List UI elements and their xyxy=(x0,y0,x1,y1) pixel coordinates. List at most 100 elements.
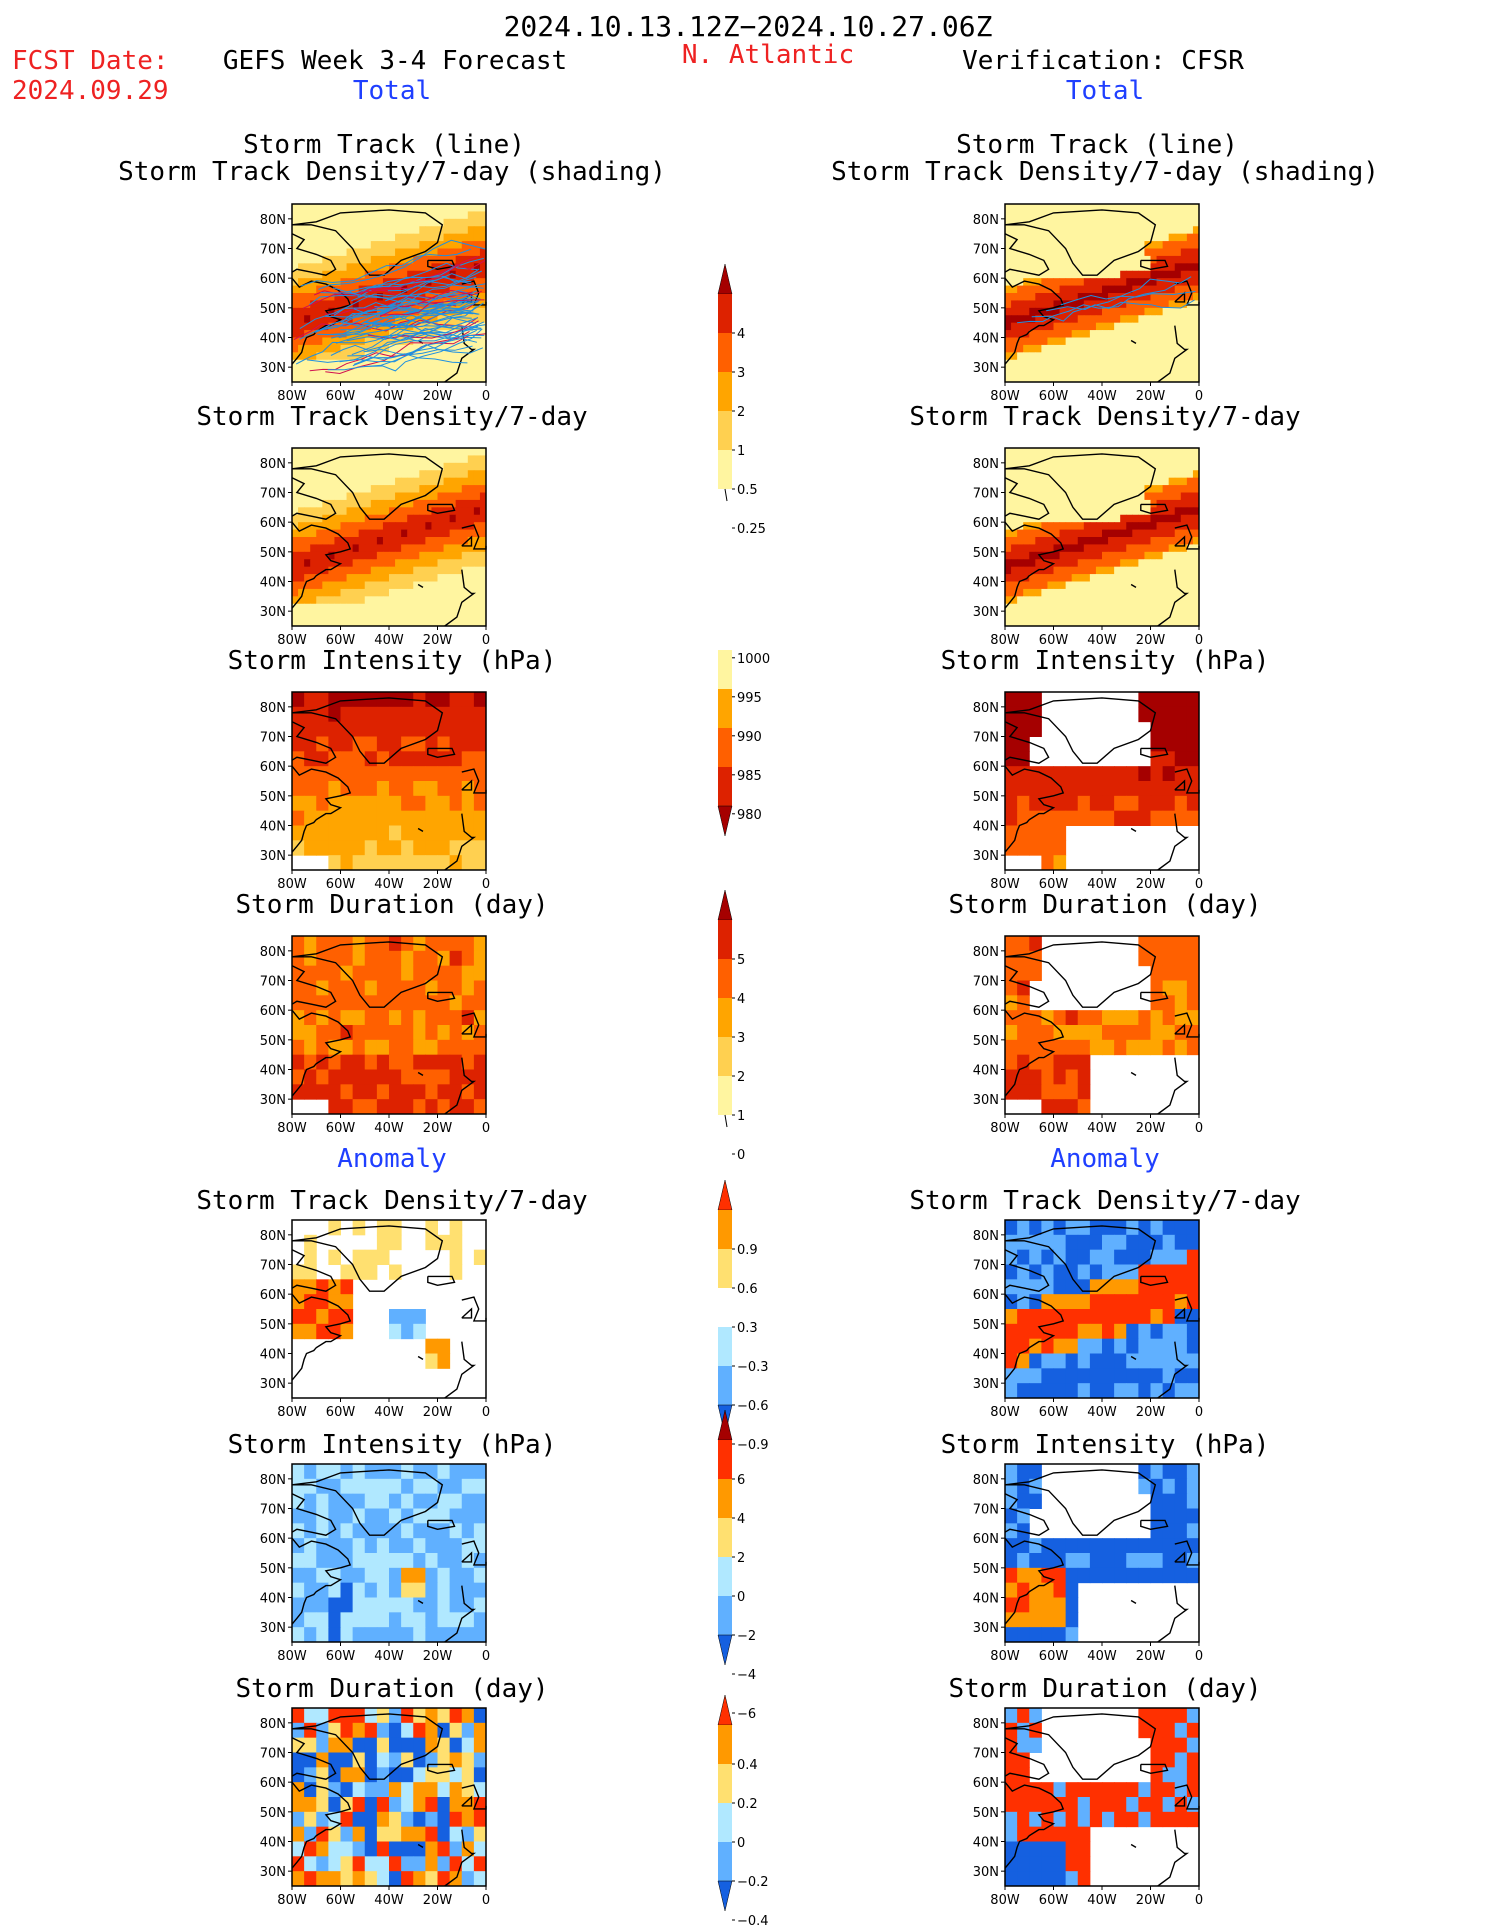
grid-cell xyxy=(1035,226,1042,235)
grid-cell xyxy=(1180,226,1188,235)
grid-cell xyxy=(1102,1039,1115,1056)
grid-cell xyxy=(473,1054,487,1070)
grid-cell xyxy=(298,322,305,331)
grid-cell xyxy=(1102,293,1109,301)
grid-cell xyxy=(1035,529,1042,538)
grid-cell xyxy=(1017,936,1030,952)
grid-cell xyxy=(1065,462,1073,471)
storm-track-line xyxy=(382,313,476,337)
grid-cell xyxy=(1138,706,1152,723)
grid-cell xyxy=(431,455,438,464)
grid-cell xyxy=(479,359,487,368)
grid-cell xyxy=(1071,285,1079,294)
grid-cell xyxy=(1035,596,1042,605)
grid-cell xyxy=(1162,1279,1176,1295)
grid-cell xyxy=(1162,233,1170,242)
grid-cell xyxy=(370,611,378,620)
grid-cell xyxy=(316,603,323,612)
grid-cell xyxy=(1005,248,1012,257)
grid-cell xyxy=(401,485,408,493)
grid-cell xyxy=(310,581,317,590)
grid-cell xyxy=(419,507,426,516)
coastline-2 xyxy=(291,277,352,365)
grid-cell xyxy=(1041,448,1048,456)
grid-cell xyxy=(401,825,414,841)
grid-cell xyxy=(1168,477,1176,486)
grid-cell xyxy=(370,588,378,597)
grid-cell xyxy=(1168,485,1176,493)
grid-cell xyxy=(401,1582,414,1598)
gefs-duration-anom-title: Storm Duration (day) xyxy=(235,1674,549,1704)
grid-cell xyxy=(1059,618,1067,627)
grid-cell xyxy=(1108,352,1115,361)
grid-cell xyxy=(292,810,305,826)
lon-tick-label: 40W xyxy=(1087,633,1117,648)
grid-cell xyxy=(292,218,299,227)
grid-cell xyxy=(455,241,463,249)
grid-cell xyxy=(1029,692,1042,708)
grid-cell xyxy=(1168,462,1176,471)
grid-cell xyxy=(1071,455,1079,464)
grid-cell xyxy=(1150,618,1158,627)
grid-cell xyxy=(1053,211,1061,220)
grid-cell xyxy=(352,1508,366,1524)
grid-cell xyxy=(1150,241,1158,249)
grid-cell xyxy=(340,485,348,493)
grid-cell xyxy=(437,1478,451,1495)
grid-cell xyxy=(1017,1478,1030,1495)
grid-cell xyxy=(1077,1294,1091,1310)
grid-cell xyxy=(389,995,402,1011)
grid-cell xyxy=(292,1264,305,1280)
grid-cell xyxy=(473,462,481,471)
grid-cell xyxy=(334,455,341,464)
grid-cell xyxy=(1138,810,1152,826)
grid-cell xyxy=(304,499,311,508)
grid-cell xyxy=(1186,477,1194,486)
grid-cell xyxy=(1132,581,1139,590)
gefs-intensity-anom-coastlines xyxy=(291,1469,487,1643)
grid-cell xyxy=(1005,1309,1018,1325)
grid-cell xyxy=(304,1612,317,1628)
grid-cell xyxy=(1065,1084,1079,1100)
grid-cell xyxy=(1150,1493,1164,1509)
grid-cell xyxy=(1132,455,1139,464)
grid-cell xyxy=(1174,1567,1188,1584)
grid-cell xyxy=(437,1493,451,1509)
grid-cell xyxy=(1023,248,1030,257)
grid-cell xyxy=(304,721,317,737)
grid-cell xyxy=(395,204,402,212)
grid-cell xyxy=(310,588,317,597)
grid-cell xyxy=(1053,352,1061,361)
grid-cell xyxy=(1089,1309,1103,1325)
grid-cell xyxy=(1180,507,1188,516)
grid-cell xyxy=(340,285,348,294)
grid-cell xyxy=(1180,285,1188,294)
grid-cell xyxy=(1041,1309,1055,1325)
grid-cell xyxy=(1083,307,1091,316)
grid-cell xyxy=(1035,330,1042,338)
grid-cell xyxy=(340,581,348,590)
grid-cell xyxy=(1017,537,1024,545)
grid-cell xyxy=(1150,293,1158,301)
grid-cell xyxy=(1005,477,1012,486)
grid-cell xyxy=(1047,485,1054,493)
grid-cell xyxy=(473,1582,487,1598)
grid-cell xyxy=(352,1553,366,1569)
grid-cell xyxy=(1041,278,1048,287)
grid-cell xyxy=(322,226,329,235)
grid-cell xyxy=(1059,611,1067,620)
grid-cell xyxy=(382,485,390,493)
grid-cell xyxy=(1059,255,1067,264)
grid-cell xyxy=(1059,344,1067,353)
grid-cell xyxy=(1132,462,1139,471)
grid-cell xyxy=(461,248,469,257)
grid-cell xyxy=(292,1567,305,1584)
lat-tick-label: 40N xyxy=(260,1064,286,1079)
grid-cell xyxy=(1065,322,1073,331)
grid-cell xyxy=(340,537,348,545)
grid-cell xyxy=(1132,233,1139,242)
grid-cell xyxy=(1089,477,1097,486)
grid-cell xyxy=(1017,603,1024,612)
lat-tick-label: 60N xyxy=(973,1532,999,1547)
grid-cell xyxy=(370,455,378,464)
